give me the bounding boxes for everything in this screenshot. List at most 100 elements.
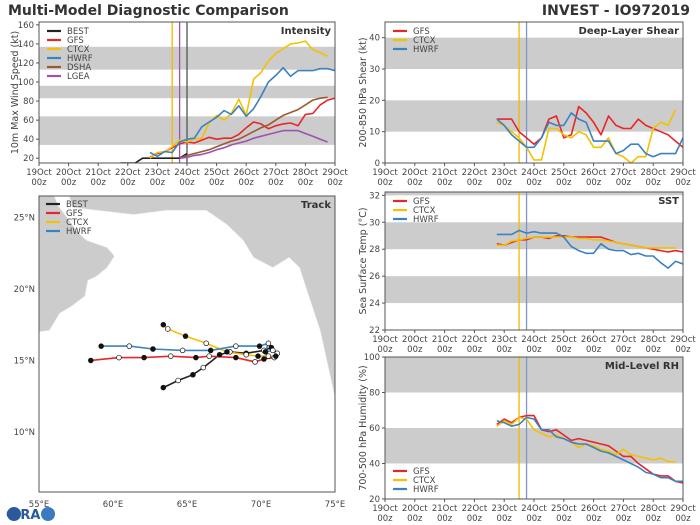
track-line-hwrf (101, 342, 273, 353)
panel-title: Deep-Layer Shear (579, 26, 680, 37)
track-position-marker (243, 351, 249, 358)
x-tick-hour: 00z (437, 345, 453, 355)
lon-tick-label: 70°E (251, 500, 271, 510)
series-line-hwrf (496, 112, 683, 158)
track-position-marker (233, 343, 239, 349)
track-position-marker (216, 351, 223, 358)
track-position-marker (256, 343, 263, 349)
y-tick-label: 28 (369, 245, 380, 255)
track-position-marker (98, 343, 104, 349)
lon-tick-label: 65°E (177, 500, 197, 510)
x-tick-date: 26Oct (581, 504, 607, 514)
logo-text: CIRA (6, 508, 40, 523)
lat-tick-label: 20°N (14, 285, 35, 295)
track-position-marker (203, 340, 209, 347)
x-tick-date: 22Oct (462, 504, 488, 514)
y-axis-label: Sea Surface Temp (°C) (358, 207, 369, 314)
track-position-marker (175, 377, 181, 384)
x-tick-date: 23Oct (491, 504, 517, 514)
track-map: 55°E 60°E 65°E 70°E 75°E 10°N 15°N 20°N 25°N Trac… (14, 195, 345, 510)
y-tick-label: 100 (18, 78, 34, 88)
x-tick-date: 28Oct (640, 504, 666, 514)
y-axis-label: 10m Max Wind Speed (kt) (10, 31, 21, 154)
lat-tick-label: 15°N (14, 356, 35, 366)
track-position-marker (207, 347, 214, 354)
track-position-marker (190, 371, 196, 378)
track-position-marker (255, 353, 261, 359)
x-tick-hour: 00z (61, 178, 77, 188)
legend-label: DSHA (67, 63, 91, 73)
track-position-marker (126, 343, 133, 349)
legend-label: HWRF (413, 215, 439, 225)
shear-chart: 01020304019Oct00z20Oct00z21Oct00z22Oct00… (358, 21, 696, 188)
x-tick-hour: 00z (327, 178, 343, 188)
track-position-marker (116, 354, 122, 361)
x-tick-hour: 00z (586, 345, 602, 355)
y-tick-label: 80 (23, 97, 34, 107)
lon-tick-label: 55°E (29, 500, 49, 510)
legend-label: CTCX (66, 218, 89, 228)
lon-tick-label: 60°E (103, 500, 123, 510)
x-tick-date: 21Oct (432, 168, 458, 178)
y-tick-label: 160 (18, 21, 34, 31)
x-tick-date: 23Oct (491, 335, 517, 345)
x-tick-date: 20Oct (56, 168, 82, 178)
x-tick-date: 29Oct (670, 168, 696, 178)
x-tick-date: 24Oct (174, 168, 200, 178)
series-line-ctcx (496, 236, 676, 249)
track-line-gfs (90, 355, 275, 363)
x-tick-hour: 00z (497, 514, 513, 524)
x-tick-date: 24Oct (521, 504, 547, 514)
series-line-dsha (179, 96, 328, 159)
series-line-hwrf (149, 66, 335, 158)
x-tick-date: 22Oct (462, 335, 488, 345)
track-position-marker (265, 340, 272, 347)
x-tick-hour: 00z (646, 178, 662, 188)
track-position-marker (88, 357, 94, 364)
x-tick-date: 25Oct (551, 504, 577, 514)
legend-label: BEST (66, 200, 89, 210)
x-tick-hour: 00z (556, 514, 572, 524)
landmass (68, 196, 335, 398)
series-line-gfs (149, 97, 335, 159)
x-tick-date: 19Oct (372, 504, 398, 514)
x-tick-hour: 00z (377, 178, 393, 188)
x-tick-hour: 00z (407, 514, 423, 524)
legend-label: BEST (67, 27, 90, 37)
track-position-marker (182, 333, 189, 339)
y-tick-label: 60 (23, 116, 34, 126)
legend-label: GFS (413, 27, 430, 37)
storm-id: INVEST - IO972019 (542, 3, 690, 19)
x-tick-hour: 00z (616, 178, 632, 188)
y-tick-label: 20 (369, 495, 380, 505)
y-tick-label: 30 (369, 218, 380, 228)
track-position-marker (160, 384, 167, 391)
x-tick-hour: 00z (556, 178, 572, 188)
y-tick-label: 10 (369, 128, 380, 138)
track-position-marker (270, 347, 276, 354)
panel-title: SST (658, 196, 679, 207)
x-tick-date: 24Oct (521, 168, 547, 178)
track-position-marker (273, 353, 279, 359)
track-position-marker (193, 354, 199, 361)
x-tick-date: 20Oct (402, 335, 428, 345)
panel-title: Track (301, 200, 331, 211)
x-tick-date: 29Oct (322, 168, 348, 178)
y-tick-label: 0 (375, 159, 380, 169)
x-tick-hour: 00z (209, 178, 225, 188)
y-axis-label: 700-500 hPa Humidity (%) (358, 365, 369, 490)
track-position-marker (150, 346, 156, 352)
x-tick-hour: 00z (556, 345, 572, 355)
series-line-hwrf (496, 229, 683, 269)
series-line-hwrf (496, 416, 683, 483)
track-position-marker (261, 356, 267, 362)
y-tick-label: 80 (369, 389, 380, 399)
x-tick-date: 26Oct (581, 335, 607, 345)
threshold-band (385, 37, 683, 69)
cira-logo: CIRA (6, 507, 55, 523)
track-position-marker (224, 349, 230, 355)
x-tick-date: 22Oct (115, 168, 141, 178)
y-tick-label: 30 (369, 65, 380, 75)
x-tick-hour: 00z (239, 178, 255, 188)
